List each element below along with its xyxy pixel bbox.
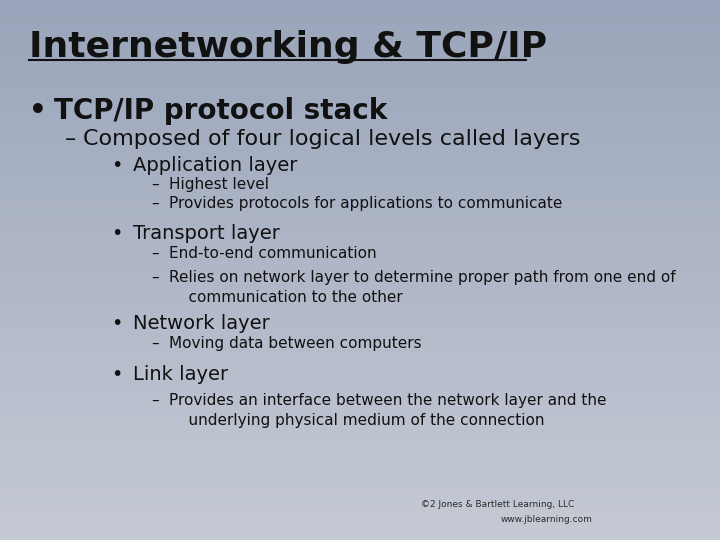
Text: Application layer: Application layer — [133, 156, 297, 174]
Text: –: – — [65, 129, 76, 148]
Text: Relies on network layer to determine proper path from one end of
    communicati: Relies on network layer to determine pro… — [169, 270, 676, 305]
Text: Composed of four logical levels called layers: Composed of four logical levels called l… — [83, 129, 580, 148]
Text: –: – — [151, 336, 159, 351]
Text: •: • — [112, 224, 123, 243]
Text: Provides protocols for applications to communicate: Provides protocols for applications to c… — [169, 196, 562, 211]
Text: Moving data between computers: Moving data between computers — [169, 336, 422, 351]
Text: •: • — [29, 97, 47, 125]
Text: –: – — [151, 177, 159, 192]
Text: Internetworking & TCP/IP: Internetworking & TCP/IP — [29, 30, 547, 64]
Text: •: • — [112, 156, 123, 174]
Text: –: – — [151, 246, 159, 261]
Text: Transport layer: Transport layer — [133, 224, 280, 243]
Text: –: – — [151, 196, 159, 211]
Text: –: – — [151, 393, 159, 408]
Text: Link layer: Link layer — [133, 364, 228, 383]
Text: •: • — [112, 364, 123, 383]
Text: www.jblearning.com: www.jblearning.com — [500, 515, 593, 524]
Text: ©2 Jones & Bartlett Learning, LLC: ©2 Jones & Bartlett Learning, LLC — [421, 500, 575, 509]
Text: End-to-end communication: End-to-end communication — [169, 246, 377, 261]
Text: Highest level: Highest level — [169, 177, 269, 192]
Text: Provides an interface between the network layer and the
    underlying physical : Provides an interface between the networ… — [169, 393, 607, 428]
Text: •: • — [112, 314, 123, 333]
Text: Network layer: Network layer — [133, 314, 270, 333]
Text: TCP/IP protocol stack: TCP/IP protocol stack — [54, 97, 387, 125]
Text: –: – — [151, 270, 159, 285]
